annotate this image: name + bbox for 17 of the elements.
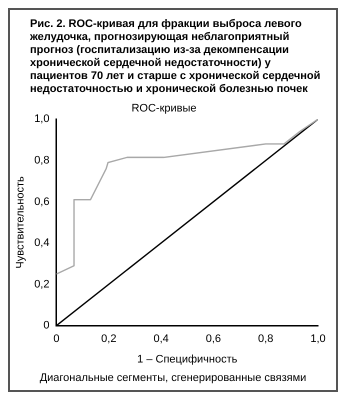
x-tick-label: 0 [53, 333, 60, 346]
x-tick-label: 0,2 [101, 333, 116, 346]
x-tick-label: 0,6 [206, 333, 222, 346]
y-tick-label: 1,0 [34, 113, 50, 126]
y-axis-title: Чувствительность [14, 176, 27, 269]
text: Диагональные сегменты, сгенерированные связями [38, 372, 308, 384]
chart-title: Рис. 2. ROC-кривая для фракции выброса левого желудочка, прогнозирующая неблагоприятный прогноз (госпитализацию из-за декомпенсации хронической сердечной недостаточности) у пациентов 70 лет и старше с хронической сердечной недостаточностью и хронической болезнью почек [29, 18, 322, 96]
y-tick-label: 0 [43, 320, 50, 332]
chart-subtitle: ROC-кривые [131, 102, 197, 115]
y-tick-label: 0,4 [34, 237, 50, 250]
x-axis-title: 1 – Специфичность [137, 353, 238, 366]
y-tick-label: 0,8 [34, 154, 50, 167]
y-tick-label: 0,6 [34, 196, 50, 208]
x-tick-label: 0,8 [258, 333, 274, 346]
x-tick-label: 1,0 [310, 333, 326, 346]
x-tick-label: 0,4 [153, 333, 169, 346]
y-tick-label: 0,2 [34, 278, 50, 290]
